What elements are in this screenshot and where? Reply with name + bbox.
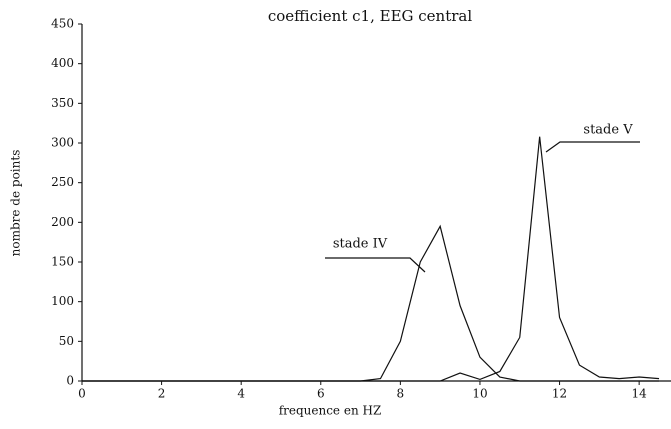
y-tick-label: 200 (51, 215, 74, 229)
y-tick-label: 400 (51, 56, 74, 70)
x-axis-label: frequence en HZ (279, 404, 382, 418)
leader-line (325, 257, 426, 273)
y-tick-label: 100 (51, 294, 74, 308)
x-tick-label: 14 (632, 387, 648, 401)
y-tick-label: 350 (51, 96, 74, 110)
chart-title: coefficient c1, EEG central (268, 7, 473, 25)
y-tick-label: 50 (59, 334, 74, 348)
x-tick-label: 6 (317, 387, 325, 401)
y-tick-label: 0 (66, 374, 74, 388)
line-series (82, 136, 660, 382)
leader-line (545, 141, 640, 153)
x-tick-label: 2 (158, 387, 166, 401)
x-tick-label: 12 (552, 387, 567, 401)
y-tick-label: 300 (51, 136, 74, 150)
y-tick-label: 250 (51, 175, 74, 189)
x-tick-label: 4 (237, 387, 245, 401)
y-tick-label: 150 (51, 255, 74, 269)
y-axis-label: nombre de points (9, 150, 23, 257)
series-label: stade IV (333, 237, 388, 252)
x-tick-label: 0 (78, 387, 86, 401)
series-label: stade V (583, 123, 633, 138)
x-tick-label: 8 (397, 387, 405, 401)
x-tick-label: 10 (472, 387, 487, 401)
y-tick-label: 450 (51, 17, 74, 31)
